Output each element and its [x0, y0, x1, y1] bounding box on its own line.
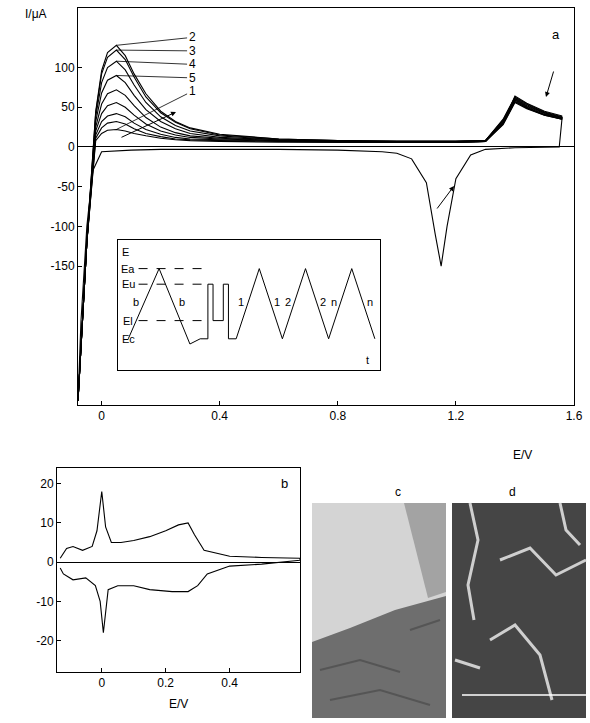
svg-text:2: 2	[320, 296, 326, 308]
svg-text:n: n	[367, 296, 373, 308]
svg-text:E/V: E/V	[513, 448, 532, 462]
svg-text:n: n	[331, 296, 337, 308]
svg-text:El: El	[123, 315, 133, 327]
svg-text:0.4: 0.4	[221, 676, 238, 690]
svg-text:b: b	[133, 296, 139, 308]
svg-text:E/V: E/V	[169, 697, 188, 711]
svg-text:5: 5	[189, 71, 196, 85]
svg-text:50: 50	[61, 100, 75, 114]
svg-text:1: 1	[274, 296, 280, 308]
svg-text:E: E	[122, 246, 129, 258]
svg-text:-100: -100	[51, 220, 75, 234]
svg-text:1: 1	[189, 84, 196, 98]
svg-text:I/μA: I/μA	[25, 7, 47, 21]
svg-text:b: b	[179, 296, 185, 308]
svg-text:Eu: Eu	[122, 278, 135, 290]
svg-text:3: 3	[189, 44, 196, 58]
svg-text:20: 20	[40, 477, 54, 491]
svg-text:Ea: Ea	[121, 263, 135, 275]
svg-text:0.4: 0.4	[211, 409, 228, 423]
svg-text:t: t	[366, 354, 369, 366]
svg-text:1.2: 1.2	[448, 409, 465, 423]
svg-text:0: 0	[98, 409, 105, 423]
svg-text:2: 2	[285, 296, 291, 308]
svg-text:-150: -150	[51, 259, 75, 273]
svg-text:0.2: 0.2	[157, 676, 174, 690]
svg-text:100: 100	[55, 61, 75, 75]
svg-text:0.8: 0.8	[329, 409, 346, 423]
svg-text:-10: -10	[36, 595, 54, 609]
svg-text:10: 10	[40, 516, 54, 530]
svg-text:c: c	[395, 485, 401, 499]
svg-text:4: 4	[189, 57, 196, 71]
svg-text:-50: -50	[57, 180, 75, 194]
svg-text:0: 0	[98, 676, 105, 690]
svg-text:2: 2	[189, 30, 196, 44]
svg-text:1.6: 1.6	[566, 409, 583, 423]
svg-text:1: 1	[238, 296, 244, 308]
svg-text:0: 0	[68, 140, 75, 154]
svg-text:b: b	[281, 476, 288, 491]
svg-text:-20: -20	[36, 634, 54, 648]
svg-text:d: d	[509, 485, 516, 499]
svg-text:Ec: Ec	[122, 333, 135, 345]
svg-text:0: 0	[47, 555, 54, 569]
svg-text:a: a	[552, 27, 560, 42]
